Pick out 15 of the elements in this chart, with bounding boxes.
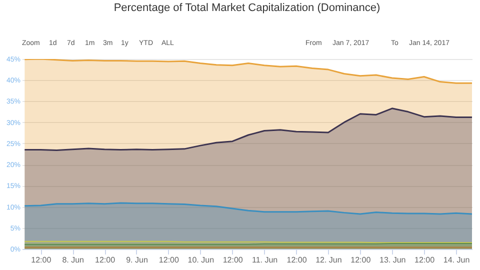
x-tick-label: 13. Jun <box>379 256 406 264</box>
x-tick-label: 12:00 <box>31 256 52 264</box>
x-tick-label: 12:00 <box>95 256 116 264</box>
x-tick-label: 12:00 <box>414 256 436 264</box>
x-tick-label: 12:00 <box>286 256 308 264</box>
x-tick-label: 10. Jun <box>188 256 214 264</box>
x-tick-label: 12:00 <box>350 256 372 264</box>
x-tick-label: 12:00 <box>222 256 244 264</box>
chart-title: Percentage of Total Market Capitalization (Dominance) <box>114 2 380 14</box>
x-tick-label: 9. Jun <box>126 256 148 264</box>
x-tick-label: 14. Jun <box>443 256 470 264</box>
x-tick-label: 8. Jun <box>62 256 84 264</box>
x-tick-label: 11. Jun <box>252 256 278 264</box>
x-tick-label: 12:00 <box>158 256 180 264</box>
x-tick-label: 12. Jun <box>316 256 342 264</box>
